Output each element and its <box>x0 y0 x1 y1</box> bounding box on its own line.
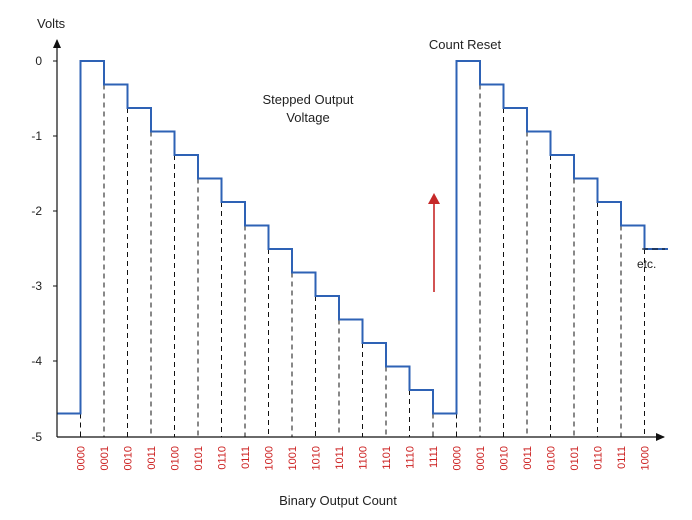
y-tick-label: -5 <box>31 430 42 444</box>
y-tick-label: -3 <box>31 279 42 293</box>
binary-code-label: 0111 <box>240 446 252 469</box>
count-reset-label: Count Reset <box>429 37 502 52</box>
binary-code-label: 1101 <box>381 446 393 470</box>
binary-code-label: 0011 <box>522 446 534 470</box>
binary-code-label: 0101 <box>193 446 205 470</box>
y-tick-label: -4 <box>31 354 42 368</box>
binary-code-label: 0100 <box>546 446 558 470</box>
binary-code-label: 0110 <box>593 446 605 470</box>
y-tick-marks <box>53 60 57 362</box>
binary-code-label: 0100 <box>170 446 182 470</box>
binary-code-label: 1111 <box>428 446 440 468</box>
binary-code-label: 0000 <box>452 446 464 470</box>
binary-code-label: 1001 <box>287 446 299 470</box>
binary-code-label: 1000 <box>264 446 276 470</box>
binary-code-label: 1100 <box>358 446 370 470</box>
binary-count-labels: 0000 0001 0010 0011 0100 0101 0110 0111 1000 1001… <box>76 446 652 470</box>
y-axis-label: Volts <box>37 16 66 31</box>
y-tick-label: 0 <box>35 54 42 68</box>
x-axis-label: Binary Output Count <box>279 493 397 508</box>
stepped-output-waveform <box>57 60 668 415</box>
binary-code-label: 0000 <box>76 446 88 470</box>
waveform-label-line2: Voltage <box>286 110 329 125</box>
binary-code-label: 0111 <box>616 446 628 469</box>
binary-code-label: 0001 <box>475 446 487 470</box>
binary-code-label: 1011 <box>334 446 346 470</box>
binary-code-label: 1110 <box>405 446 417 469</box>
etc-label: etc. <box>637 257 656 271</box>
binary-code-label: 1010 <box>311 446 323 470</box>
binary-code-label: 0001 <box>99 446 111 470</box>
waveform-label-line1: Stepped Output <box>262 92 353 107</box>
y-tick-label: -1 <box>31 129 42 143</box>
binary-code-label: 0110 <box>217 446 229 470</box>
step-dashed-lines <box>80 84 645 437</box>
binary-code-label: 0010 <box>123 446 135 470</box>
binary-code-label: 1000 <box>640 446 652 470</box>
binary-code-label: 0101 <box>569 446 581 470</box>
y-tick-label: -2 <box>31 204 42 218</box>
binary-code-label: 0010 <box>499 446 511 470</box>
binary-code-label: 0011 <box>146 446 158 470</box>
